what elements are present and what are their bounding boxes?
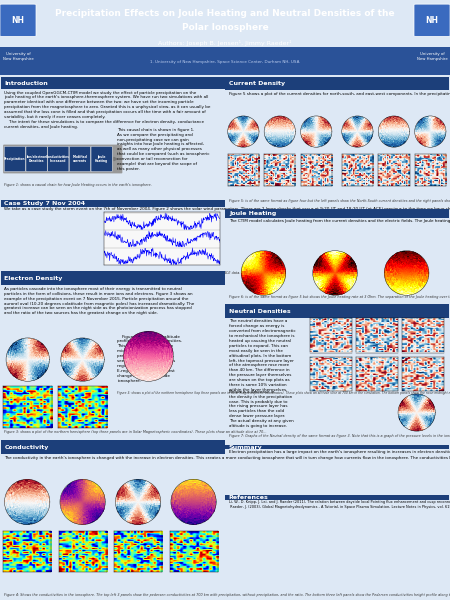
FancyBboxPatch shape — [69, 146, 90, 172]
Text: Figure 3: shows a plot of the northern hemisphere (top three panels are in Solar: Figure 3: shows a plot of the northern h… — [117, 391, 450, 395]
Bar — [225, 495, 449, 499]
Text: Figure 2: shows the solar wind parameters for the 7 November storm taken from AC: Figure 2: shows the solar wind parameter… — [84, 271, 240, 275]
Text: Summary: Summary — [229, 445, 262, 449]
FancyBboxPatch shape — [4, 146, 26, 172]
FancyBboxPatch shape — [48, 146, 69, 172]
Bar — [225, 304, 449, 318]
Text: The conductivity in the earth's ionosphere is changed with the increase in elect: The conductivity in the earth's ionosphe… — [4, 456, 450, 460]
Text: Figure 5: is of the same format as figure four but the left panels show the Nort: Figure 5: is of the same format as figur… — [229, 199, 450, 203]
Bar — [1, 440, 225, 454]
FancyBboxPatch shape — [26, 146, 47, 172]
Text: As particles cascade into the ionosphere most of their energy is transmitted to : As particles cascade into the ionosphere… — [4, 287, 194, 316]
Text: Figure 4: Shows the conductivities in the ionosphere. The top left 3 panels show: Figure 4: Shows the conductivities in th… — [4, 593, 450, 596]
Text: Joule Heating: Joule Heating — [229, 211, 276, 216]
FancyBboxPatch shape — [0, 4, 36, 37]
Bar — [225, 209, 449, 218]
Text: 1. University of New Hampshire, Space Science Center, Durham NH, USA: 1. University of New Hampshire, Space Sc… — [150, 59, 300, 64]
Bar — [225, 445, 449, 449]
Bar — [1, 200, 225, 206]
Text: Case Study 7 Nov 2004: Case Study 7 Nov 2004 — [4, 201, 86, 206]
Text: Authors: Joseph B. Jensen¹, Jimmy Raeder¹: Authors: Joseph B. Jensen¹, Jimmy Raeder… — [158, 40, 292, 46]
Text: Joule
Heating: Joule Heating — [95, 155, 108, 163]
Text: Figure 7: Graphs of the Neutral density of the same format as figure 3. Note tha: Figure 7: Graphs of the Neutral density … — [229, 434, 450, 438]
Text: Polar Ionosphere: Polar Ionosphere — [182, 23, 268, 32]
FancyBboxPatch shape — [3, 145, 122, 173]
Text: Conductivities
Increased: Conductivities Increased — [46, 155, 70, 163]
Text: NH: NH — [426, 16, 438, 25]
Text: Electron Density: Electron Density — [4, 275, 63, 281]
Text: This causal chain is shown in figure 1.
As we compare the precipitating and
non-: This causal chain is shown in figure 1. … — [117, 128, 210, 171]
Text: References: References — [229, 495, 269, 500]
Text: Ion/electron
Densities: Ion/electron Densities — [27, 155, 47, 163]
Text: Li, W., D. Knipp, J. Lei, and J. Raeder (2011), The relation between dayside loc: Li, W., D. Knipp, J. Lei, and J. Raeder … — [229, 500, 450, 509]
Text: Below is a decrease in
the density in the precipitation
case. This is probably d: Below is a decrease in the density in th… — [229, 390, 293, 428]
Text: We take as a case study the storm event on the 7th of November 2004. Figure 2 sh: We take as a case study the storm event … — [4, 208, 450, 211]
Text: Neutral Densities: Neutral Densities — [229, 308, 290, 314]
Text: University of
New Hampshire: University of New Hampshire — [417, 52, 447, 61]
Text: Figure 1: shows a causal chain for how Joule Heating occurs in the earth's ionos: Figure 1: shows a causal chain for how J… — [4, 183, 152, 187]
FancyBboxPatch shape — [91, 146, 112, 172]
Text: NH: NH — [12, 16, 24, 25]
Text: The neutral densities have a
forced change as energy is
converted from electroma: The neutral densities have a forced chan… — [229, 319, 296, 392]
Text: Current Density: Current Density — [229, 82, 285, 86]
Text: The CTIM model calculates Joule heating from the current densities and the elect: The CTIM model calculates Joule heating … — [229, 219, 450, 223]
Text: Using the coupled OpenGGCM-CTIM model we study the effect of particle precipitat: Using the coupled OpenGGCM-CTIM model we… — [4, 91, 211, 129]
Text: Modified
currents: Modified currents — [72, 155, 87, 163]
FancyBboxPatch shape — [414, 4, 450, 37]
Text: Figure 3: shows a plot of the northern hemisphere (top three panels are in Solar: Figure 3: shows a plot of the northern h… — [4, 430, 267, 434]
Bar — [225, 77, 449, 90]
Text: Figure 3 also has an altitude
profile of the electron densities.
This is taken f: Figure 3 also has an altitude profile of… — [117, 335, 182, 383]
Bar — [0, 46, 450, 75]
Bar — [1, 77, 225, 89]
Text: University of
New Hampshire: University of New Hampshire — [3, 52, 33, 61]
Text: Electron precipitation has a large impact on the earth's ionosphere resulting in: Electron precipitation has a large impac… — [229, 450, 450, 454]
Text: Precipitation: Precipitation — [4, 157, 26, 161]
Text: Figure 5 shows a plot of the current densities for north-south, and east-west co: Figure 5 shows a plot of the current den… — [229, 92, 450, 95]
Text: Precipitation Effects on Joule Heating and Neutral Densities of the: Precipitation Effects on Joule Heating a… — [55, 9, 395, 18]
Text: Figure 6: is of the same format as figure 5 but shows the Joule heating rate at : Figure 6: is of the same format as figur… — [229, 295, 450, 299]
Text: Conductivity: Conductivity — [4, 445, 49, 450]
Bar — [1, 271, 225, 285]
Text: Introduction: Introduction — [4, 81, 48, 86]
